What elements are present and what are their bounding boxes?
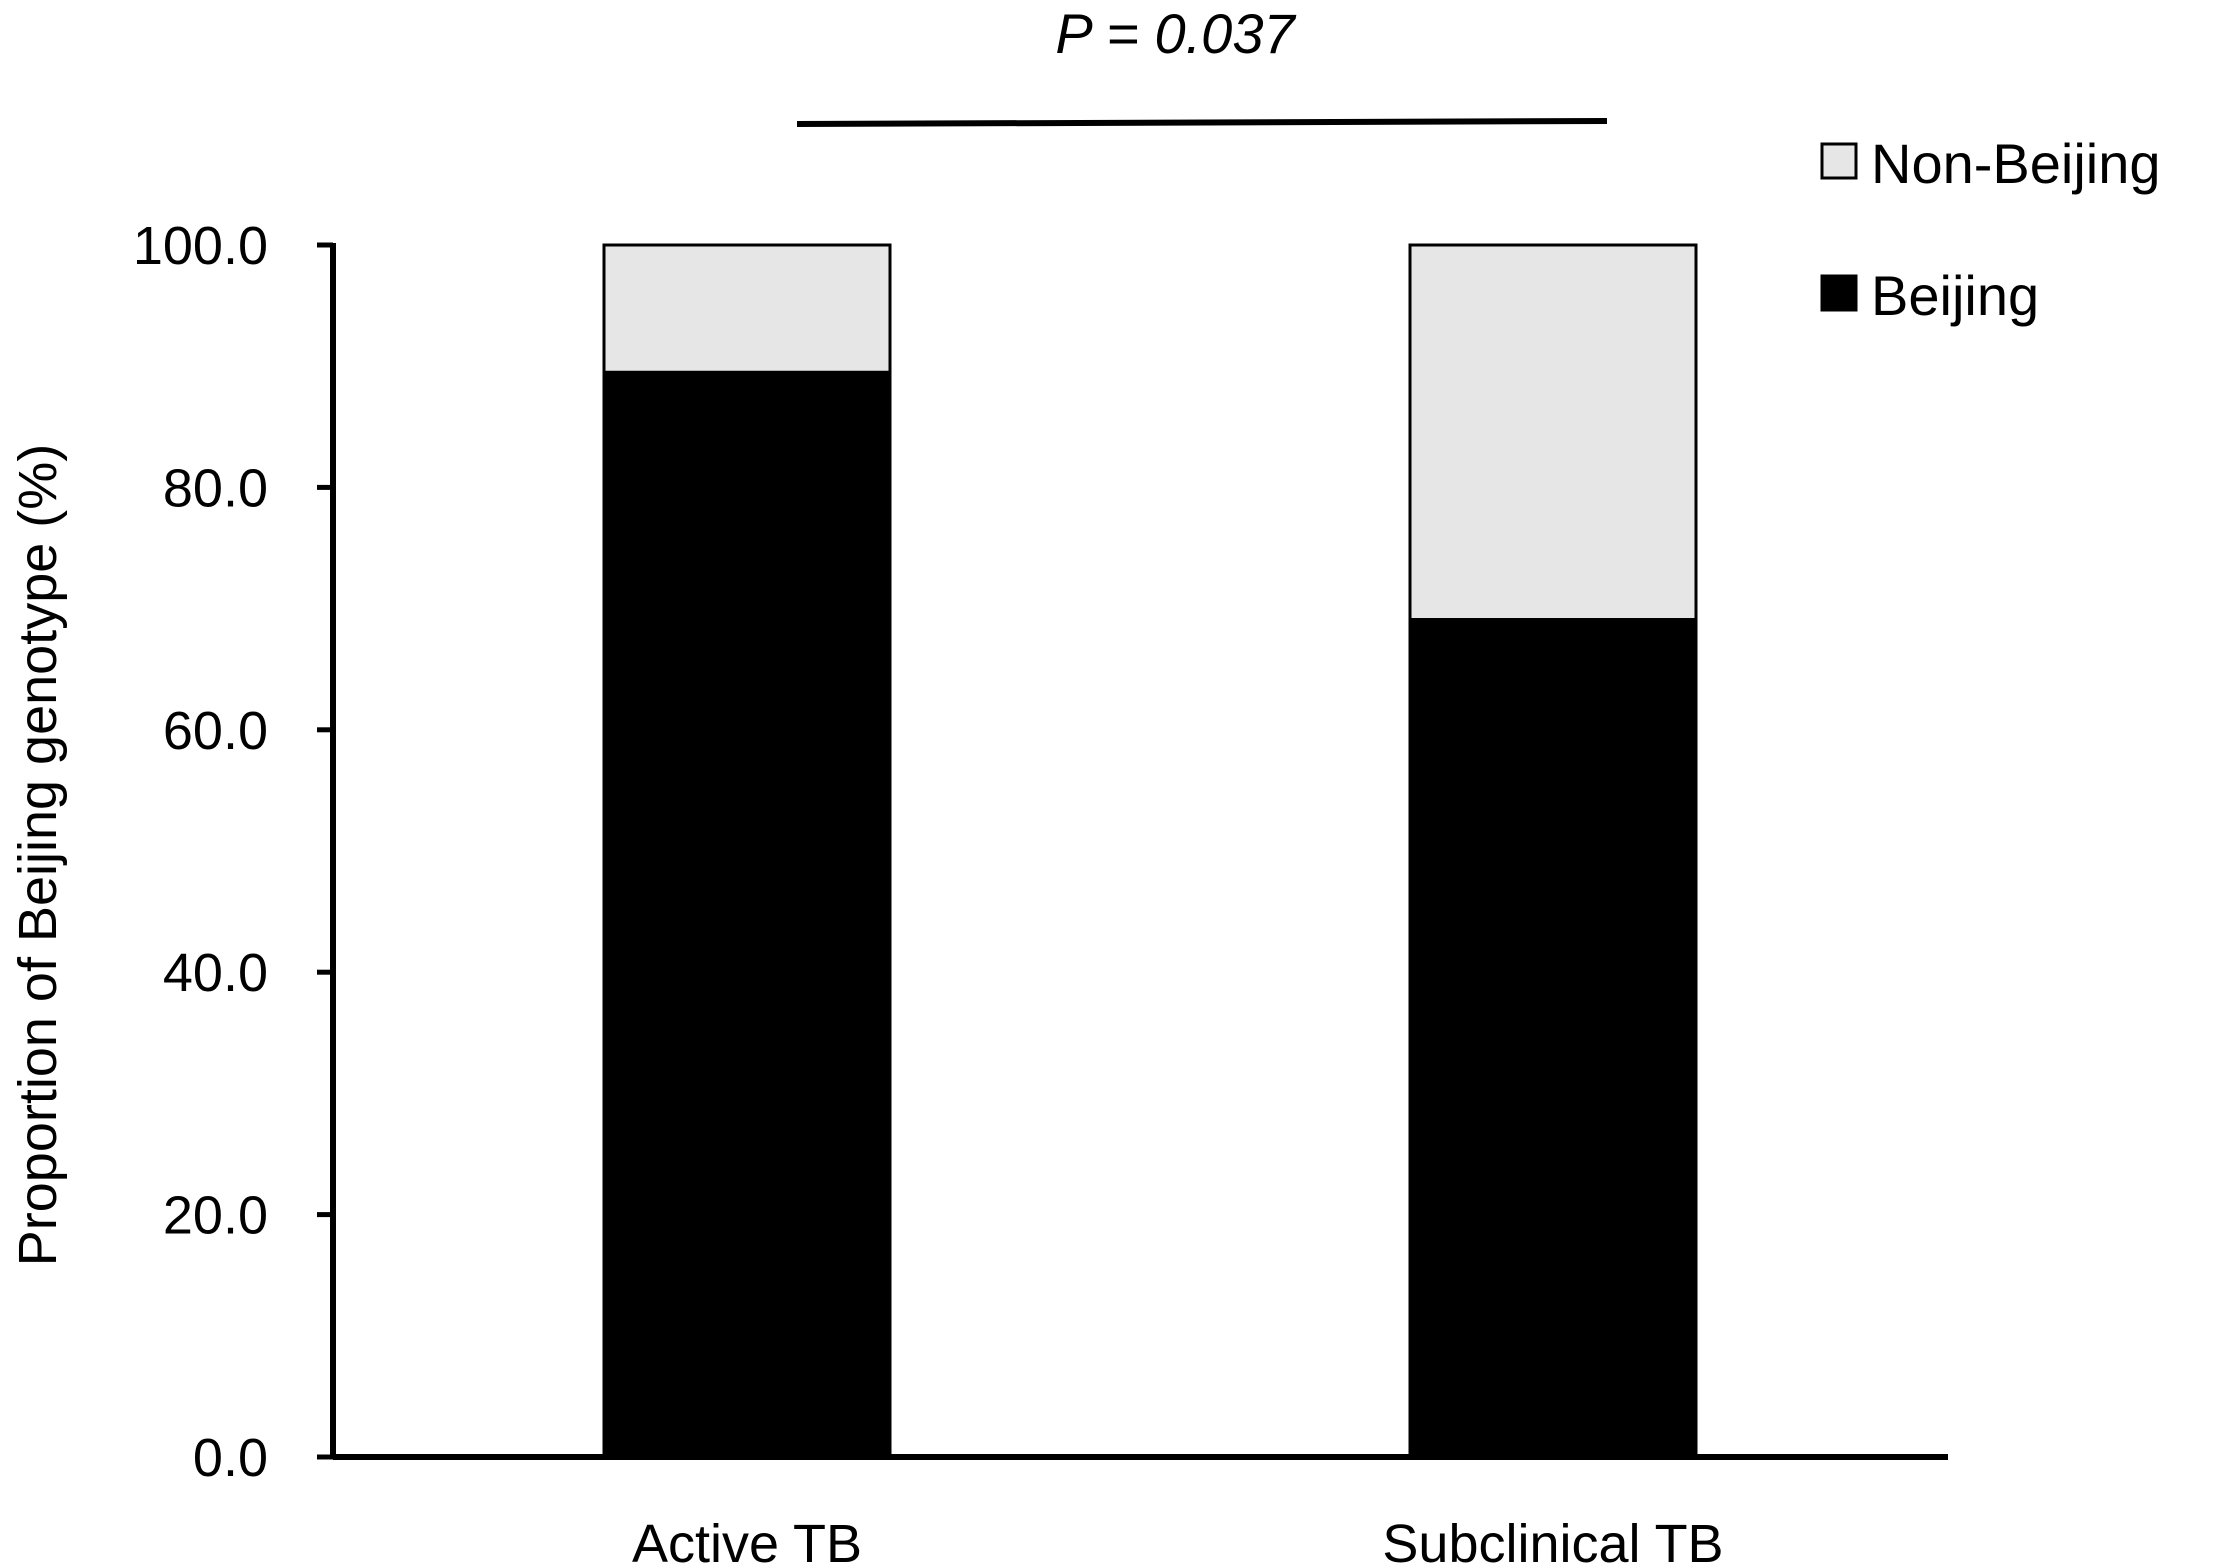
legend-swatch-beijing [1820,274,1858,312]
bar-subclinical-tb-non-beijing [1408,243,1698,622]
significance-annotation: P = 0.037 [796,2,1608,127]
bar-active-tb-non-beijing [602,243,892,374]
y-tick-label: 20.0 [163,1186,268,1246]
y-tick-label: 40.0 [163,943,268,1003]
y-ticks-group: 0.0 20.0 40.0 60.0 80.0 100.0 [133,216,333,1488]
legend-label-non-beijing: Non-Beijing [1871,132,2161,195]
y-axis-label: Proportion of Beijing genotype (%) [8,444,68,1266]
legend: Non-Beijing Beijing [1820,132,2161,327]
bar-active-tb-beijing [602,370,892,1459]
y-tick-label: 100.0 [133,216,268,276]
axes-group [330,243,1948,1460]
x-category-label: Active TB [632,1514,862,1568]
y-tick-label: 60.0 [163,701,268,761]
x-categories-group: Active TB Subclinical TB [632,1514,1724,1568]
y-tick-label: 0.0 [193,1428,268,1488]
significance-bracket-line [796,118,1608,127]
p-value-label: P = 0.037 [1055,2,1296,65]
y-tick-label: 80.0 [163,458,268,518]
x-category-label: Subclinical TB [1382,1514,1723,1568]
bars-group [602,243,1698,1459]
bar-subclinical-tb-beijing [1408,618,1698,1459]
legend-swatch-non-beijing [1820,142,1858,180]
legend-label-beijing: Beijing [1871,264,2039,327]
